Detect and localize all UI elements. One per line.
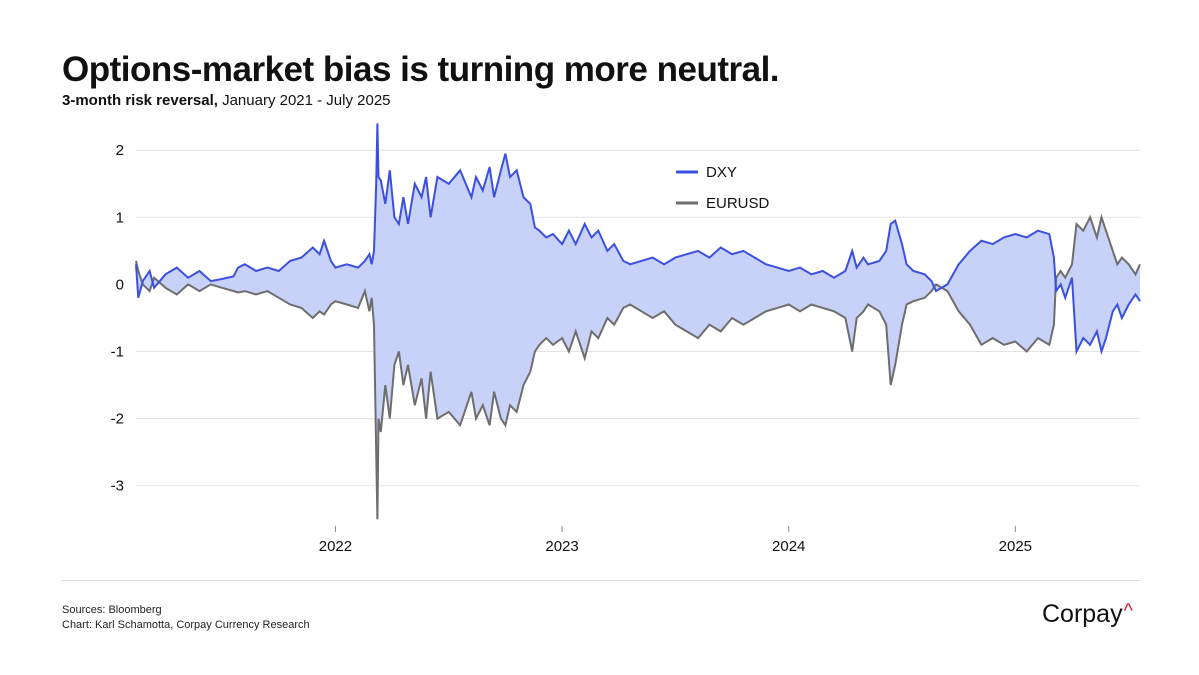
y-tick-label: 2 — [116, 142, 124, 159]
series-line-eurusd — [135, 213, 1141, 520]
subtitle-date-range: January 2021 - July 2025 — [217, 92, 391, 109]
chart-subtitle: 3-month risk reversal, January 2021 - Ju… — [62, 92, 391, 109]
x-tick-label: 2025 — [999, 538, 1032, 555]
x-tick-label: 2022 — [319, 538, 352, 555]
x-axis-ticks: 2022 2023 2024 2025 — [319, 526, 1032, 555]
shaded-area-between-series — [136, 123, 1140, 520]
legend-label-eurusd: EURUSD — [706, 195, 770, 212]
y-tick-label: -2 — [111, 411, 124, 428]
y-tick-label: -1 — [111, 344, 124, 361]
corpay-logo: Corpay^ — [1042, 600, 1133, 629]
footer-divider — [62, 580, 1140, 581]
y-axis-ticks: 2 1 0 -1 -2 -3 — [111, 142, 124, 495]
series-line-dxy — [135, 123, 1141, 356]
legend-label-dxy: DXY — [706, 164, 737, 181]
y-tick-label: 0 — [116, 276, 124, 293]
logo-wordmark: Corpay — [1042, 600, 1123, 628]
chart-credit: Chart: Karl Schamotta, Corpay Currency R… — [62, 619, 310, 631]
x-tick-label: 2024 — [772, 538, 805, 555]
x-tick-label: 2023 — [545, 538, 578, 555]
footer: Sources: Bloomberg Chart: Karl Schamotta… — [62, 603, 310, 633]
y-tick-label: 1 — [116, 209, 124, 226]
legend: DXY EURUSD — [676, 164, 770, 212]
logo-caret-icon: ^ — [1123, 600, 1133, 622]
subtitle-metric: 3-month risk reversal, — [62, 92, 218, 109]
chart-title: Options-market bias is turning more neut… — [62, 50, 780, 89]
y-tick-label: -3 — [111, 478, 124, 495]
sources-note: Sources: Bloomberg — [62, 604, 162, 616]
